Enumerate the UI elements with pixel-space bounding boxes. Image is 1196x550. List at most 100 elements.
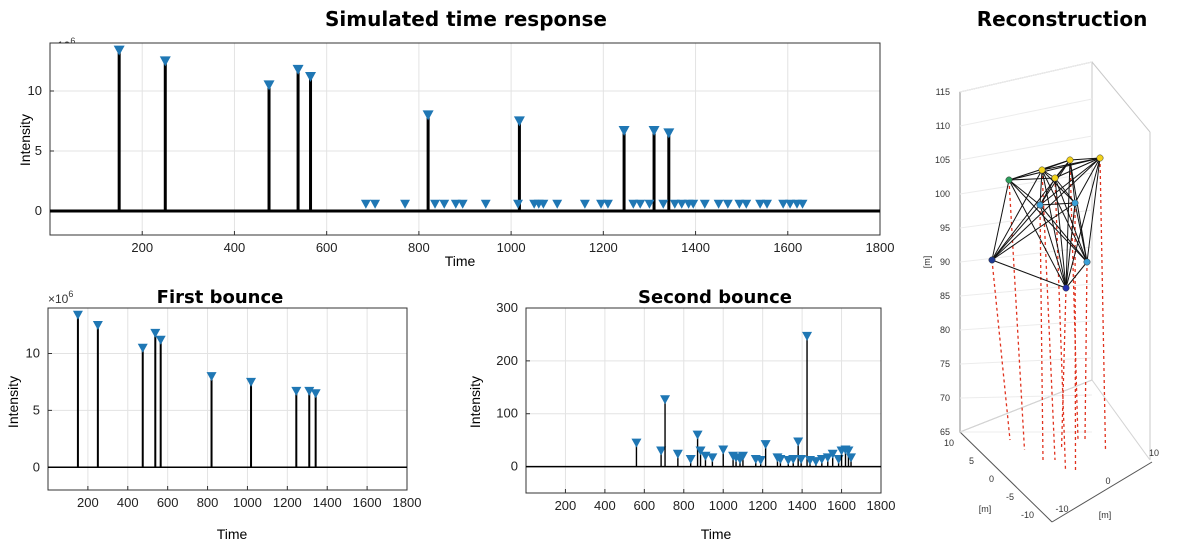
- simulated-title: Simulated time response: [325, 7, 607, 31]
- z-axis-label: [m]: [922, 256, 932, 269]
- peak-marker: [672, 449, 683, 459]
- peak-marker: [656, 446, 667, 456]
- peak-marker: [360, 199, 371, 209]
- y-tick-label: 5: [35, 143, 42, 158]
- structure-edge: [1008, 179, 1067, 289]
- structure-edge: [1065, 202, 1076, 289]
- structure-edge: [991, 204, 1041, 261]
- projection-line: [1069, 159, 1079, 441]
- structure-edge: [1041, 169, 1088, 263]
- x-tick-label: 200: [555, 498, 577, 513]
- structure-edge: [991, 169, 1043, 261]
- structure-edge: [1054, 177, 1088, 263]
- first-ylabel: Intensity: [5, 376, 21, 428]
- peak-marker: [150, 328, 161, 338]
- x3-tick-label: 10: [1149, 448, 1159, 458]
- plot-area: [50, 43, 880, 235]
- y3-tick-label: -10: [1021, 510, 1034, 520]
- z-grid-line: [959, 283, 1093, 297]
- z-grid-line: [959, 209, 1093, 229]
- peak-marker: [692, 430, 703, 440]
- x-tick-label: 600: [157, 495, 179, 510]
- peak-marker: [707, 453, 718, 463]
- peak-marker: [737, 451, 748, 461]
- y-tick-label: 200: [496, 353, 518, 368]
- x-tick-label: 1200: [748, 498, 777, 513]
- structure-node: [988, 256, 996, 264]
- structure-edge: [991, 259, 1067, 289]
- structure-edge: [1054, 157, 1101, 179]
- axis-edge: [1091, 61, 1151, 133]
- x-tick-label: 800: [673, 498, 695, 513]
- peak-marker: [718, 445, 729, 455]
- peak-marker: [734, 199, 745, 209]
- peak-marker: [596, 199, 606, 209]
- peak-marker: [400, 199, 411, 209]
- y-tick-label: 10: [26, 346, 40, 361]
- structure-edge: [1065, 159, 1071, 289]
- peak-marker: [457, 199, 468, 209]
- second-ylabel: Intensity: [467, 376, 483, 428]
- peak-marker: [663, 128, 675, 139]
- z-grid-line: [959, 357, 1093, 365]
- peak-marker: [430, 199, 440, 209]
- peak-marker: [618, 126, 630, 136]
- peak-marker: [695, 446, 706, 456]
- peak-marker: [635, 199, 646, 209]
- peak-marker: [292, 64, 304, 75]
- peak-marker: [155, 335, 166, 345]
- structure-edge: [1039, 169, 1043, 206]
- peak-marker: [760, 440, 771, 450]
- x-tick-label: 1200: [589, 240, 618, 255]
- structure-node: [1036, 201, 1044, 209]
- y-tick-label: 0: [511, 459, 518, 474]
- x-tick-label: 1600: [773, 240, 802, 255]
- simulated-time-response-panel: Simulated time response ×106 Intensity T…: [17, 7, 894, 269]
- x-tick-label: 800: [197, 495, 219, 510]
- peak-marker: [305, 72, 317, 82]
- projection-line: [1054, 177, 1067, 471]
- x-tick-label: 200: [131, 240, 153, 255]
- first-bounce-panel: First bounce ×106 Intensity Time 200 400 6…: [5, 287, 421, 542]
- simulated-ylabel: Intensity: [17, 114, 33, 166]
- peak-marker: [631, 438, 642, 448]
- z-tick-label: 95: [940, 223, 950, 233]
- axes-frame: [49, 42, 881, 236]
- peak-marker: [113, 45, 125, 56]
- y-tick-label: 100: [496, 406, 518, 421]
- peak-marker: [816, 454, 827, 464]
- y-tick-label: 10: [28, 83, 42, 98]
- z-tick-label: 80: [940, 325, 950, 335]
- peak-marker: [741, 199, 752, 209]
- peak-marker: [370, 199, 381, 209]
- structure-edge: [991, 179, 1010, 261]
- x-tick-label: 1800: [867, 498, 896, 513]
- peak-marker: [762, 199, 772, 209]
- peak-marker: [688, 199, 699, 209]
- structure-edge: [1069, 157, 1101, 161]
- structure-edge: [1069, 159, 1088, 263]
- peak-marker: [422, 110, 434, 121]
- z-grid-line: [959, 394, 1093, 399]
- structure-edge: [1054, 177, 1076, 204]
- x3-tick-label: -10: [1055, 504, 1068, 514]
- structure-edge: [1039, 202, 1076, 206]
- x-tick-label: 1800: [393, 495, 422, 510]
- x-tick-label: 1000: [497, 240, 526, 255]
- peak-marker: [699, 199, 710, 209]
- structure-node: [1096, 154, 1104, 162]
- z-tick-label: 100: [935, 189, 950, 199]
- simulated-xlabel: Time: [445, 253, 476, 269]
- structure-node: [1066, 156, 1074, 164]
- z-tick-label: 110: [936, 121, 950, 131]
- x-tick-label: 1400: [313, 495, 342, 510]
- structure-edge: [1039, 159, 1071, 206]
- y-tick-label: 0: [35, 203, 42, 218]
- axes-frame: [47, 307, 408, 491]
- peak-marker: [843, 446, 854, 456]
- structure-edge: [1041, 159, 1071, 171]
- second-bounce-panel: Second bounce Intensity Time 200 400 600 80…: [467, 287, 895, 542]
- peak-marker: [793, 437, 804, 447]
- peak-marker: [304, 386, 315, 396]
